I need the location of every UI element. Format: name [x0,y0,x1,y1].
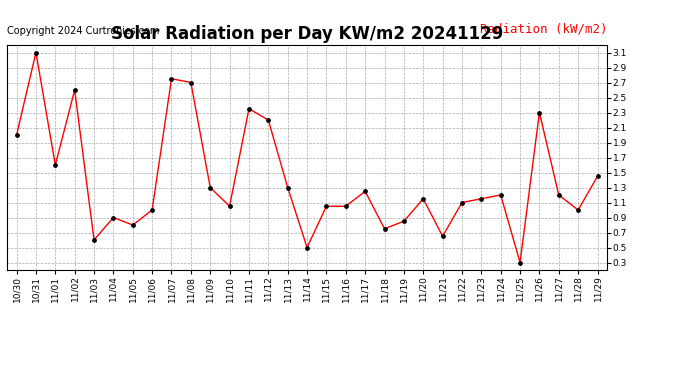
Point [244,106,255,112]
Point [417,196,428,202]
Point [11,132,22,138]
Point [340,203,351,209]
Point [553,192,564,198]
Text: Copyright 2024 Curtronics.com: Copyright 2024 Curtronics.com [7,26,159,36]
Point [379,226,390,232]
Point [263,117,274,123]
Point [534,110,545,116]
Point [50,162,61,168]
Point [437,233,448,239]
Point [573,207,584,213]
Point [224,203,235,209]
Point [69,87,80,93]
Point [127,222,138,228]
Text: Radiation (kW/m2): Radiation (kW/m2) [480,23,607,36]
Point [205,184,216,190]
Point [515,260,526,266]
Point [398,218,409,224]
Point [302,244,313,250]
Point [457,200,468,206]
Point [495,192,506,198]
Point [359,188,371,194]
Point [186,80,197,86]
Point [592,173,603,179]
Point [282,184,293,190]
Point [30,50,41,55]
Point [108,214,119,220]
Point [88,237,99,243]
Title: Solar Radiation per Day KW/m2 20241129: Solar Radiation per Day KW/m2 20241129 [111,26,503,44]
Point [476,196,487,202]
Point [146,207,157,213]
Point [166,76,177,82]
Point [321,203,332,209]
